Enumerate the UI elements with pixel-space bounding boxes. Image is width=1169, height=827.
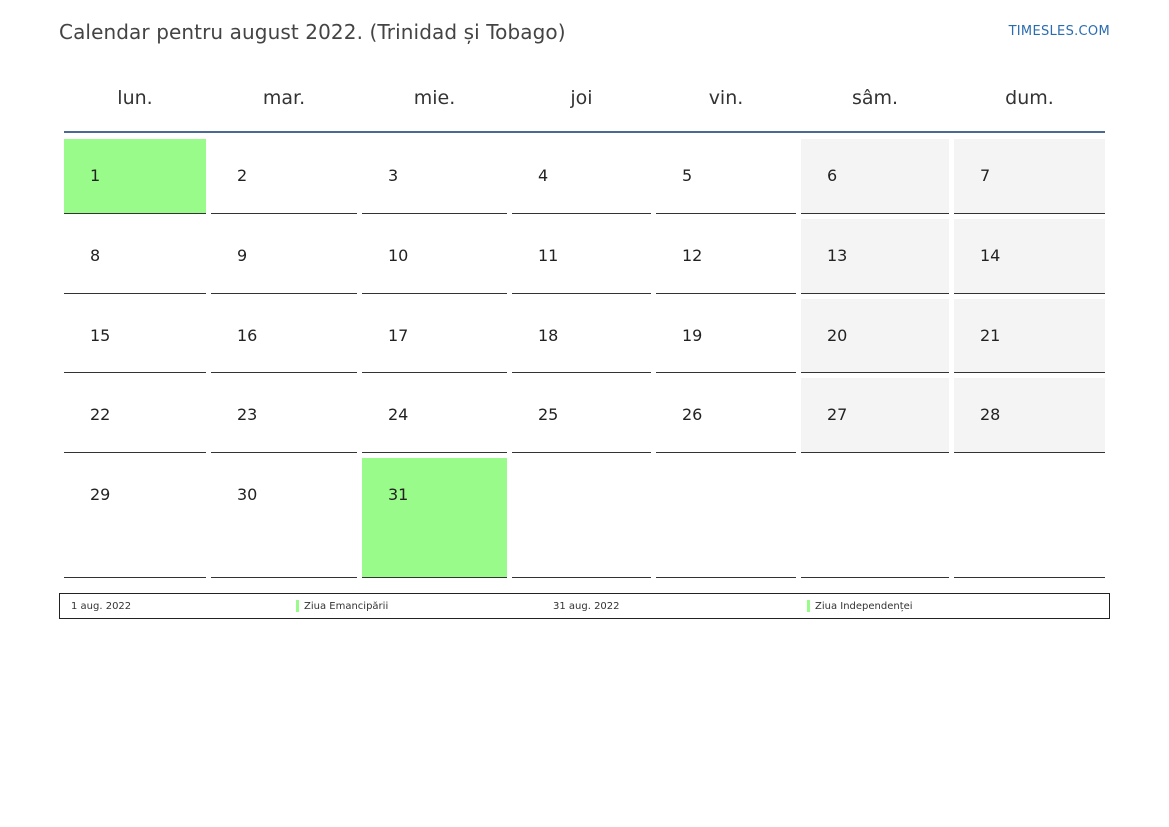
- day-cell: 11: [512, 219, 651, 294]
- day-number: 1: [90, 166, 101, 185]
- day-number: 4: [538, 166, 549, 185]
- day-number: 23: [237, 405, 258, 424]
- day-number: 13: [827, 246, 848, 265]
- day-number: 6: [827, 166, 838, 185]
- day-number: 16: [237, 326, 258, 345]
- legend-holiday-name: Ziua Emancipării: [304, 601, 389, 612]
- page-title: Calendar pentru august 2022. (Trinidad ș…: [59, 20, 566, 44]
- day-number: 7: [980, 166, 991, 185]
- empty-day-cell: [954, 458, 1105, 578]
- weekday-header: vin.: [708, 87, 744, 109]
- day-cell: 13: [801, 219, 949, 294]
- day-number: 29: [90, 485, 111, 504]
- empty-day-cell: [801, 458, 949, 578]
- day-number: 9: [237, 246, 248, 265]
- weekday-header: joi: [570, 87, 593, 109]
- day-number: 18: [538, 326, 559, 345]
- day-number: 21: [980, 326, 1001, 345]
- day-cell: 9: [211, 219, 357, 294]
- empty-day-cell: [512, 458, 651, 578]
- header-divider: [64, 131, 1105, 133]
- day-cell: 30: [211, 458, 357, 578]
- day-number: 24: [388, 405, 409, 424]
- day-cell: 22: [64, 378, 206, 453]
- day-number: 14: [980, 246, 1001, 265]
- holiday-color-marker: [296, 600, 299, 612]
- day-cell: 19: [656, 299, 796, 373]
- day-cell: 21: [954, 299, 1105, 373]
- day-cell: 26: [656, 378, 796, 453]
- day-number: 17: [388, 326, 409, 345]
- day-cell: 4: [512, 139, 651, 214]
- day-cell: 28: [954, 378, 1105, 453]
- day-cell: 20: [801, 299, 949, 373]
- day-number: 3: [388, 166, 399, 185]
- day-cell: 25: [512, 378, 651, 453]
- day-number: 22: [90, 405, 111, 424]
- weekday-header: mie.: [413, 87, 456, 109]
- weekday-header: lun.: [117, 87, 153, 109]
- day-cell: 17: [362, 299, 507, 373]
- day-number: 25: [538, 405, 559, 424]
- weekday-header: sâm.: [851, 87, 899, 109]
- day-number: 15: [90, 326, 111, 345]
- day-cell: 23: [211, 378, 357, 453]
- day-cell: 3: [362, 139, 507, 214]
- day-number: 20: [827, 326, 848, 345]
- day-cell: 5: [656, 139, 796, 214]
- day-cell: 10: [362, 219, 507, 294]
- day-cell: 15: [64, 299, 206, 373]
- day-cell: 16: [211, 299, 357, 373]
- holiday-color-marker: [807, 600, 810, 612]
- legend-holiday-name: Ziua Independenței: [815, 601, 913, 612]
- day-cell: 2: [211, 139, 357, 214]
- day-cell: 8: [64, 219, 206, 294]
- day-number: 30: [237, 485, 258, 504]
- day-cell: 27: [801, 378, 949, 453]
- day-cell: 31: [362, 458, 507, 578]
- legend-date: 1 aug. 2022: [71, 601, 132, 612]
- day-number: 10: [388, 246, 409, 265]
- day-number: 19: [682, 326, 703, 345]
- day-number: 12: [682, 246, 703, 265]
- day-number: 26: [682, 405, 703, 424]
- day-cell: 24: [362, 378, 507, 453]
- day-number: 31: [388, 485, 409, 504]
- day-cell: 6: [801, 139, 949, 214]
- day-cell: 7: [954, 139, 1105, 214]
- day-cell: 12: [656, 219, 796, 294]
- day-number: 5: [682, 166, 693, 185]
- empty-day-cell: [656, 458, 796, 578]
- day-number: 2: [237, 166, 248, 185]
- day-cell: 29: [64, 458, 206, 578]
- site-link[interactable]: TIMESLES.COM: [1008, 24, 1110, 39]
- holiday-legend: 1 aug. 2022 Ziua Emancipării 31 aug. 202…: [59, 593, 1110, 619]
- day-number: 11: [538, 246, 559, 265]
- day-number: 27: [827, 405, 848, 424]
- day-number: 8: [90, 246, 101, 265]
- day-number: 28: [980, 405, 1001, 424]
- day-cell: 14: [954, 219, 1105, 294]
- legend-date: 31 aug. 2022: [553, 601, 620, 612]
- weekday-header: dum.: [1005, 87, 1054, 109]
- day-cell: 1: [64, 139, 206, 214]
- weekday-header: mar.: [262, 87, 306, 109]
- day-cell: 18: [512, 299, 651, 373]
